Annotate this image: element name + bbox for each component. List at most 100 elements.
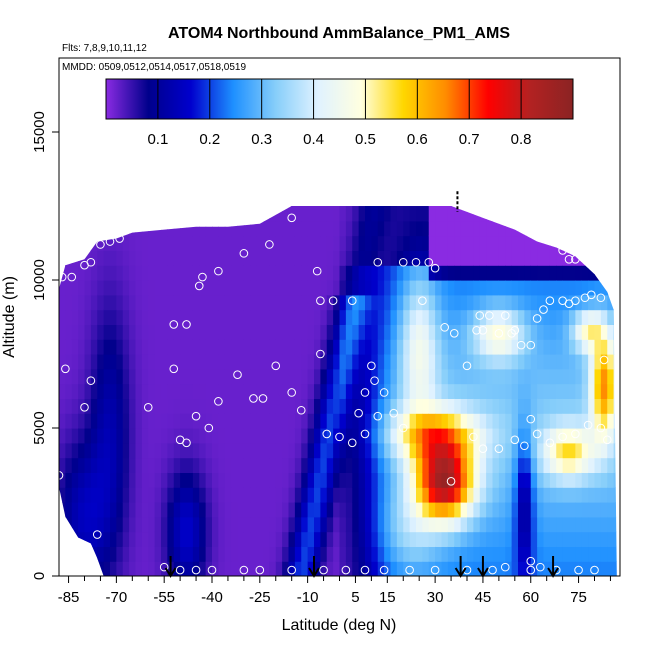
heat-cell	[352, 428, 360, 444]
heat-cell	[358, 502, 366, 518]
heat-cell	[307, 309, 315, 325]
heat-cell	[205, 339, 213, 355]
colorbar-gradient	[105, 78, 574, 120]
heat-cell	[135, 220, 143, 237]
heat-cell	[403, 472, 411, 488]
heat-cell	[486, 324, 494, 340]
heat-cell	[314, 428, 321, 444]
heat-cell	[505, 546, 513, 562]
heat-cell	[256, 354, 264, 370]
heat-cell	[403, 561, 411, 576]
heat-cell	[135, 324, 143, 340]
heat-cell	[78, 354, 86, 370]
heat-cell	[492, 531, 500, 547]
heat-cell	[90, 487, 98, 503]
heat-cell	[333, 413, 341, 429]
heat-cell	[231, 398, 239, 414]
heat-cell	[224, 294, 232, 311]
heat-cell	[218, 502, 226, 518]
heat-cell	[396, 354, 404, 370]
heat-cell	[256, 324, 264, 340]
heat-cell	[498, 265, 506, 281]
heat-cell	[607, 339, 615, 355]
heat-cell	[409, 398, 417, 414]
heat-cell	[377, 472, 385, 488]
heat-cell	[498, 531, 506, 547]
heat-cell	[384, 309, 392, 325]
heat-cell	[154, 546, 162, 562]
heat-cell	[409, 383, 417, 399]
heat-cell	[613, 531, 617, 547]
heat-cell	[224, 206, 232, 207]
heat-cell	[352, 368, 360, 385]
heat-cell	[224, 442, 232, 459]
heat-cell	[237, 339, 245, 355]
heat-cell	[294, 354, 302, 370]
heat-cell	[581, 309, 589, 325]
heat-cell	[173, 442, 181, 459]
heat-cell	[78, 457, 86, 473]
heat-cell	[243, 368, 251, 385]
heat-cell	[352, 250, 360, 266]
heat-cell	[161, 428, 168, 444]
heat-cell	[467, 339, 474, 355]
heat-cell	[167, 206, 175, 222]
heat-cell	[556, 220, 564, 237]
heat-cell	[218, 442, 226, 459]
heat-cell	[352, 265, 360, 281]
heat-cell	[186, 546, 194, 562]
heat-cell	[122, 220, 130, 237]
heat-cell	[141, 206, 149, 207]
heat-cell	[180, 428, 188, 444]
heat-cell	[345, 354, 353, 370]
heat-cell	[84, 442, 92, 459]
heat-cell	[301, 220, 309, 237]
heat-cell	[594, 354, 602, 370]
heat-cell	[294, 280, 302, 296]
heat-cell	[543, 265, 551, 281]
heat-cell	[307, 339, 315, 355]
heat-cell	[250, 428, 258, 444]
heat-cell	[135, 339, 143, 355]
heat-cell	[148, 472, 156, 488]
heat-cell	[218, 294, 226, 311]
heat-cell	[588, 324, 596, 340]
heat-cell	[71, 472, 79, 488]
heat-cell	[581, 206, 589, 222]
heat-cell	[377, 487, 385, 503]
heat-cell	[84, 206, 92, 207]
heat-cell	[269, 206, 277, 207]
heat-cell	[556, 206, 564, 222]
heat-cell	[154, 413, 162, 429]
heat-cell	[192, 309, 200, 325]
heat-cell	[352, 561, 360, 576]
heat-cell	[173, 502, 181, 518]
heat-cell	[524, 250, 532, 266]
heat-cell	[173, 309, 181, 325]
heat-cell	[314, 457, 321, 473]
heat-cell	[180, 206, 188, 207]
heat-cell	[607, 235, 615, 251]
heat-cell	[103, 546, 111, 562]
heat-cell	[607, 354, 615, 370]
heat-cell	[492, 516, 500, 533]
heat-cell	[199, 339, 207, 355]
heat-cell	[186, 428, 194, 444]
heat-cell	[116, 383, 124, 399]
heat-cell	[441, 531, 449, 547]
heat-cell	[473, 472, 481, 488]
heat-cell	[422, 280, 430, 296]
heat-cell	[352, 546, 360, 562]
heat-cell	[180, 383, 188, 399]
heat-cell	[498, 546, 506, 562]
heat-cell	[97, 235, 105, 251]
heat-cell	[224, 546, 232, 562]
heat-cell	[473, 339, 481, 355]
heat-cell	[84, 220, 92, 237]
heat-cell	[84, 206, 92, 222]
heat-cell	[352, 472, 360, 488]
heat-cell	[78, 339, 86, 355]
heat-cell	[167, 487, 175, 503]
heat-cell	[103, 413, 111, 429]
heat-cell	[250, 413, 258, 429]
